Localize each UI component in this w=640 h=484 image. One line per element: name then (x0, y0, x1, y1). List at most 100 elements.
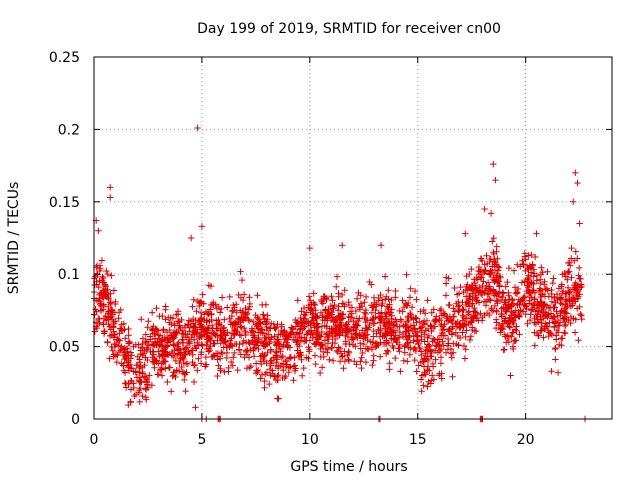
data-point (358, 364, 365, 372)
data-point (275, 338, 282, 346)
data-point (250, 334, 258, 341)
data-point (231, 326, 238, 333)
data-point (139, 351, 146, 359)
data-point (505, 338, 513, 346)
data-point (310, 301, 318, 308)
data-point (515, 312, 522, 320)
data-point (118, 360, 125, 367)
data-point (208, 310, 215, 318)
data-point (467, 333, 475, 340)
data-point (403, 271, 410, 278)
data-point (166, 338, 174, 345)
data-point (397, 317, 405, 325)
data-point (399, 330, 407, 338)
data-point (306, 244, 314, 252)
data-point (498, 325, 505, 332)
data-point (161, 337, 168, 344)
data-point (208, 316, 215, 324)
data-point (210, 330, 217, 337)
data-point (194, 339, 201, 346)
data-point (221, 331, 229, 339)
data-point (113, 358, 121, 366)
data-point (348, 304, 356, 311)
data-point (172, 357, 180, 365)
data-point (540, 334, 547, 341)
data-point (572, 169, 579, 177)
data-point (377, 242, 385, 249)
data-point (388, 332, 395, 339)
data-point (356, 340, 364, 347)
data-point (455, 290, 463, 297)
data-point (242, 305, 249, 312)
data-point (262, 301, 270, 308)
data-point (136, 364, 143, 372)
data-point (190, 336, 198, 343)
data-point (328, 328, 336, 336)
data-point (482, 266, 489, 274)
data-point (96, 295, 103, 302)
data-point (489, 307, 497, 314)
data-point (469, 296, 476, 303)
data-point (217, 367, 224, 374)
data-point (154, 327, 161, 334)
data-point (573, 291, 580, 299)
data-point (301, 311, 308, 318)
data-point (390, 322, 397, 329)
data-point (418, 372, 426, 379)
data-point (208, 322, 216, 329)
data-point (274, 321, 281, 328)
data-point (377, 291, 384, 299)
data-point (334, 323, 342, 331)
data-point (104, 338, 111, 346)
data-point (301, 334, 308, 341)
data-point (551, 320, 559, 327)
data-point (186, 338, 193, 345)
data-point (333, 283, 340, 290)
data-point (430, 306, 437, 313)
data-point (439, 338, 446, 345)
data-point (126, 339, 133, 346)
x-axis-label: GPS time / hours (290, 459, 407, 475)
data-point (91, 328, 99, 335)
data-point (537, 327, 544, 335)
data-point (550, 314, 557, 321)
data-point (435, 336, 443, 343)
data-point (368, 309, 376, 316)
data-point (390, 344, 397, 352)
data-point (100, 301, 108, 308)
data-point (561, 329, 568, 336)
data-point (462, 293, 470, 300)
data-point (134, 361, 142, 369)
data-point (565, 268, 572, 275)
data-point (421, 321, 429, 328)
data-point (566, 298, 573, 305)
data-point (184, 331, 191, 338)
data-point (575, 337, 582, 344)
data-point (528, 251, 535, 259)
data-point (475, 270, 483, 278)
data-point (229, 301, 237, 309)
data-point (211, 340, 218, 348)
data-point (345, 357, 353, 364)
data-point (311, 341, 319, 348)
data-point (428, 349, 435, 357)
data-point (333, 273, 341, 280)
data-point (577, 310, 584, 318)
data-point (521, 300, 529, 308)
data-point (424, 334, 431, 341)
data-point (190, 296, 197, 303)
data-point (283, 341, 290, 349)
data-point (538, 298, 545, 305)
data-point (522, 267, 529, 275)
data-point (127, 398, 134, 405)
data-point (176, 318, 183, 325)
data-point (166, 326, 173, 334)
data-point (261, 384, 268, 392)
data-point (335, 344, 342, 351)
data-point (508, 308, 515, 315)
data-point (404, 340, 411, 347)
data-point (567, 302, 574, 310)
data-point (564, 276, 571, 283)
data-point (494, 300, 501, 307)
data-point (295, 352, 302, 360)
